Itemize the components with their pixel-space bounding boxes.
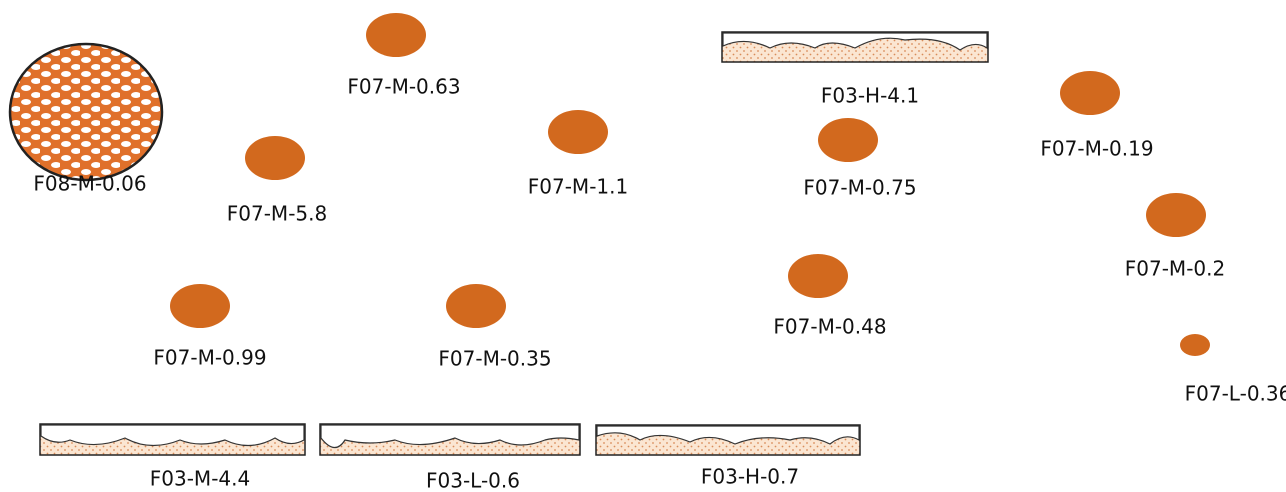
blob (366, 13, 426, 57)
layer-box (596, 425, 860, 455)
blob (245, 136, 305, 180)
diagram: F08-M-0.06 F07-M-0.63 F03-H-4.1 F07-M-0.… (0, 0, 1286, 492)
blob (446, 284, 506, 328)
label: F07-M-0.99 (153, 346, 266, 370)
label: F07-M-0.63 (347, 75, 460, 99)
blob (1060, 71, 1120, 115)
label: F08-M-0.06 (33, 172, 146, 196)
blob (1146, 193, 1206, 237)
label: F07-M-5.8 (227, 202, 327, 226)
blob (818, 118, 878, 162)
label: F07-M-0.75 (803, 176, 916, 200)
layer-box (320, 424, 580, 455)
blob (548, 110, 608, 154)
label: F07-M-0.2 (1125, 257, 1225, 281)
label: F03-H-4.1 (821, 84, 919, 108)
label: F03-H-0.7 (701, 465, 799, 489)
porous-symbol (10, 44, 162, 180)
label: F07-L-0.36 (1185, 382, 1286, 406)
blob (170, 284, 230, 328)
layer-box (40, 424, 305, 455)
label: F07-M-0.48 (773, 315, 886, 339)
label: F03-M-4.4 (150, 467, 250, 491)
blob (788, 254, 848, 298)
blob (1180, 334, 1210, 356)
layer-box (722, 32, 988, 62)
label: F07-M-0.35 (438, 347, 551, 371)
label: F07-M-1.1 (528, 175, 628, 199)
label: F03-L-0.6 (426, 469, 520, 492)
blobs (170, 13, 1210, 356)
label: F07-M-0.19 (1040, 137, 1153, 161)
